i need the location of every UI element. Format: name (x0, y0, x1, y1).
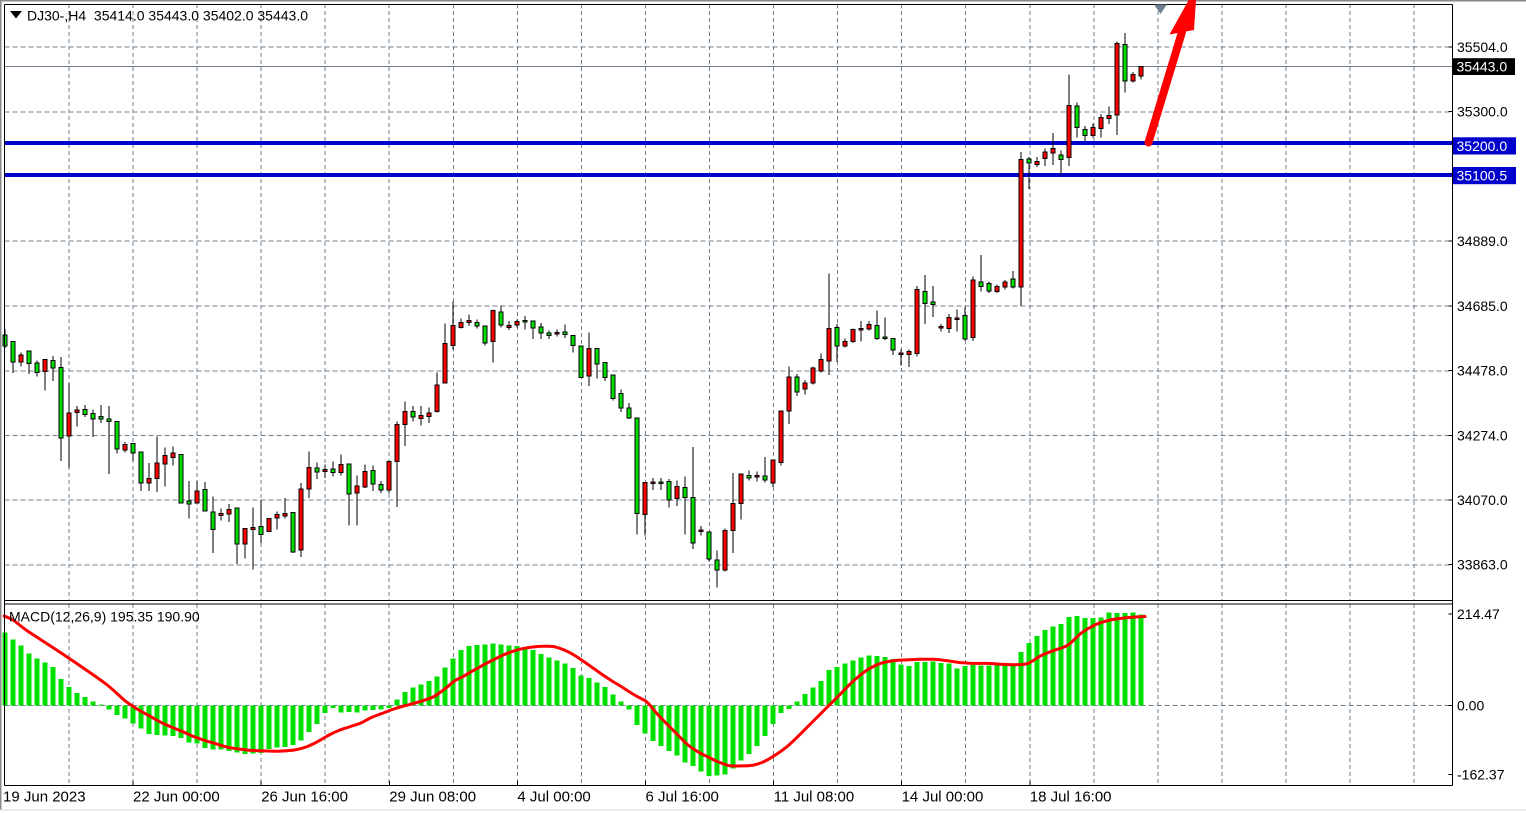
svg-text:33863.0: 33863.0 (1457, 557, 1508, 573)
svg-text:29 Jun 08:00: 29 Jun 08:00 (389, 789, 476, 806)
svg-text:19 Jun 2023: 19 Jun 2023 (3, 789, 86, 806)
svg-text:MACD(12,26,9) 195.35 190.90: MACD(12,26,9) 195.35 190.90 (9, 609, 200, 625)
svg-text:35100.5: 35100.5 (1457, 168, 1508, 184)
svg-text:18 Jul 16:00: 18 Jul 16:00 (1030, 789, 1112, 806)
svg-text:34478.0: 34478.0 (1457, 363, 1508, 379)
svg-text:35443.0: 35443.0 (1457, 59, 1508, 75)
svg-text:34070.0: 34070.0 (1457, 492, 1508, 508)
svg-text:4 Jul 00:00: 4 Jul 00:00 (517, 789, 590, 806)
svg-text:35504.0: 35504.0 (1457, 39, 1508, 55)
svg-text:22 Jun 00:00: 22 Jun 00:00 (133, 789, 220, 806)
svg-text:14 Jul 00:00: 14 Jul 00:00 (902, 789, 984, 806)
svg-text:35300.0: 35300.0 (1457, 104, 1508, 120)
svg-text:34274.0: 34274.0 (1457, 427, 1508, 443)
svg-text:34685.0: 34685.0 (1457, 298, 1508, 314)
svg-text:0.00: 0.00 (1457, 698, 1484, 714)
svg-text:11 Jul 08:00: 11 Jul 08:00 (774, 789, 855, 806)
svg-text:26 Jun 16:00: 26 Jun 16:00 (261, 789, 348, 806)
svg-text:34889.0: 34889.0 (1457, 233, 1508, 249)
svg-text:6 Jul 16:00: 6 Jul 16:00 (646, 789, 719, 806)
svg-text:-162.37: -162.37 (1457, 767, 1505, 783)
svg-text:214.47: 214.47 (1457, 606, 1500, 622)
svg-text:DJ30-,H4 35414.0 35443.0 3540: DJ30-,H4 35414.0 35443.0 35402.0 35443.0 (27, 8, 308, 24)
svg-text:35200.0: 35200.0 (1457, 138, 1508, 154)
